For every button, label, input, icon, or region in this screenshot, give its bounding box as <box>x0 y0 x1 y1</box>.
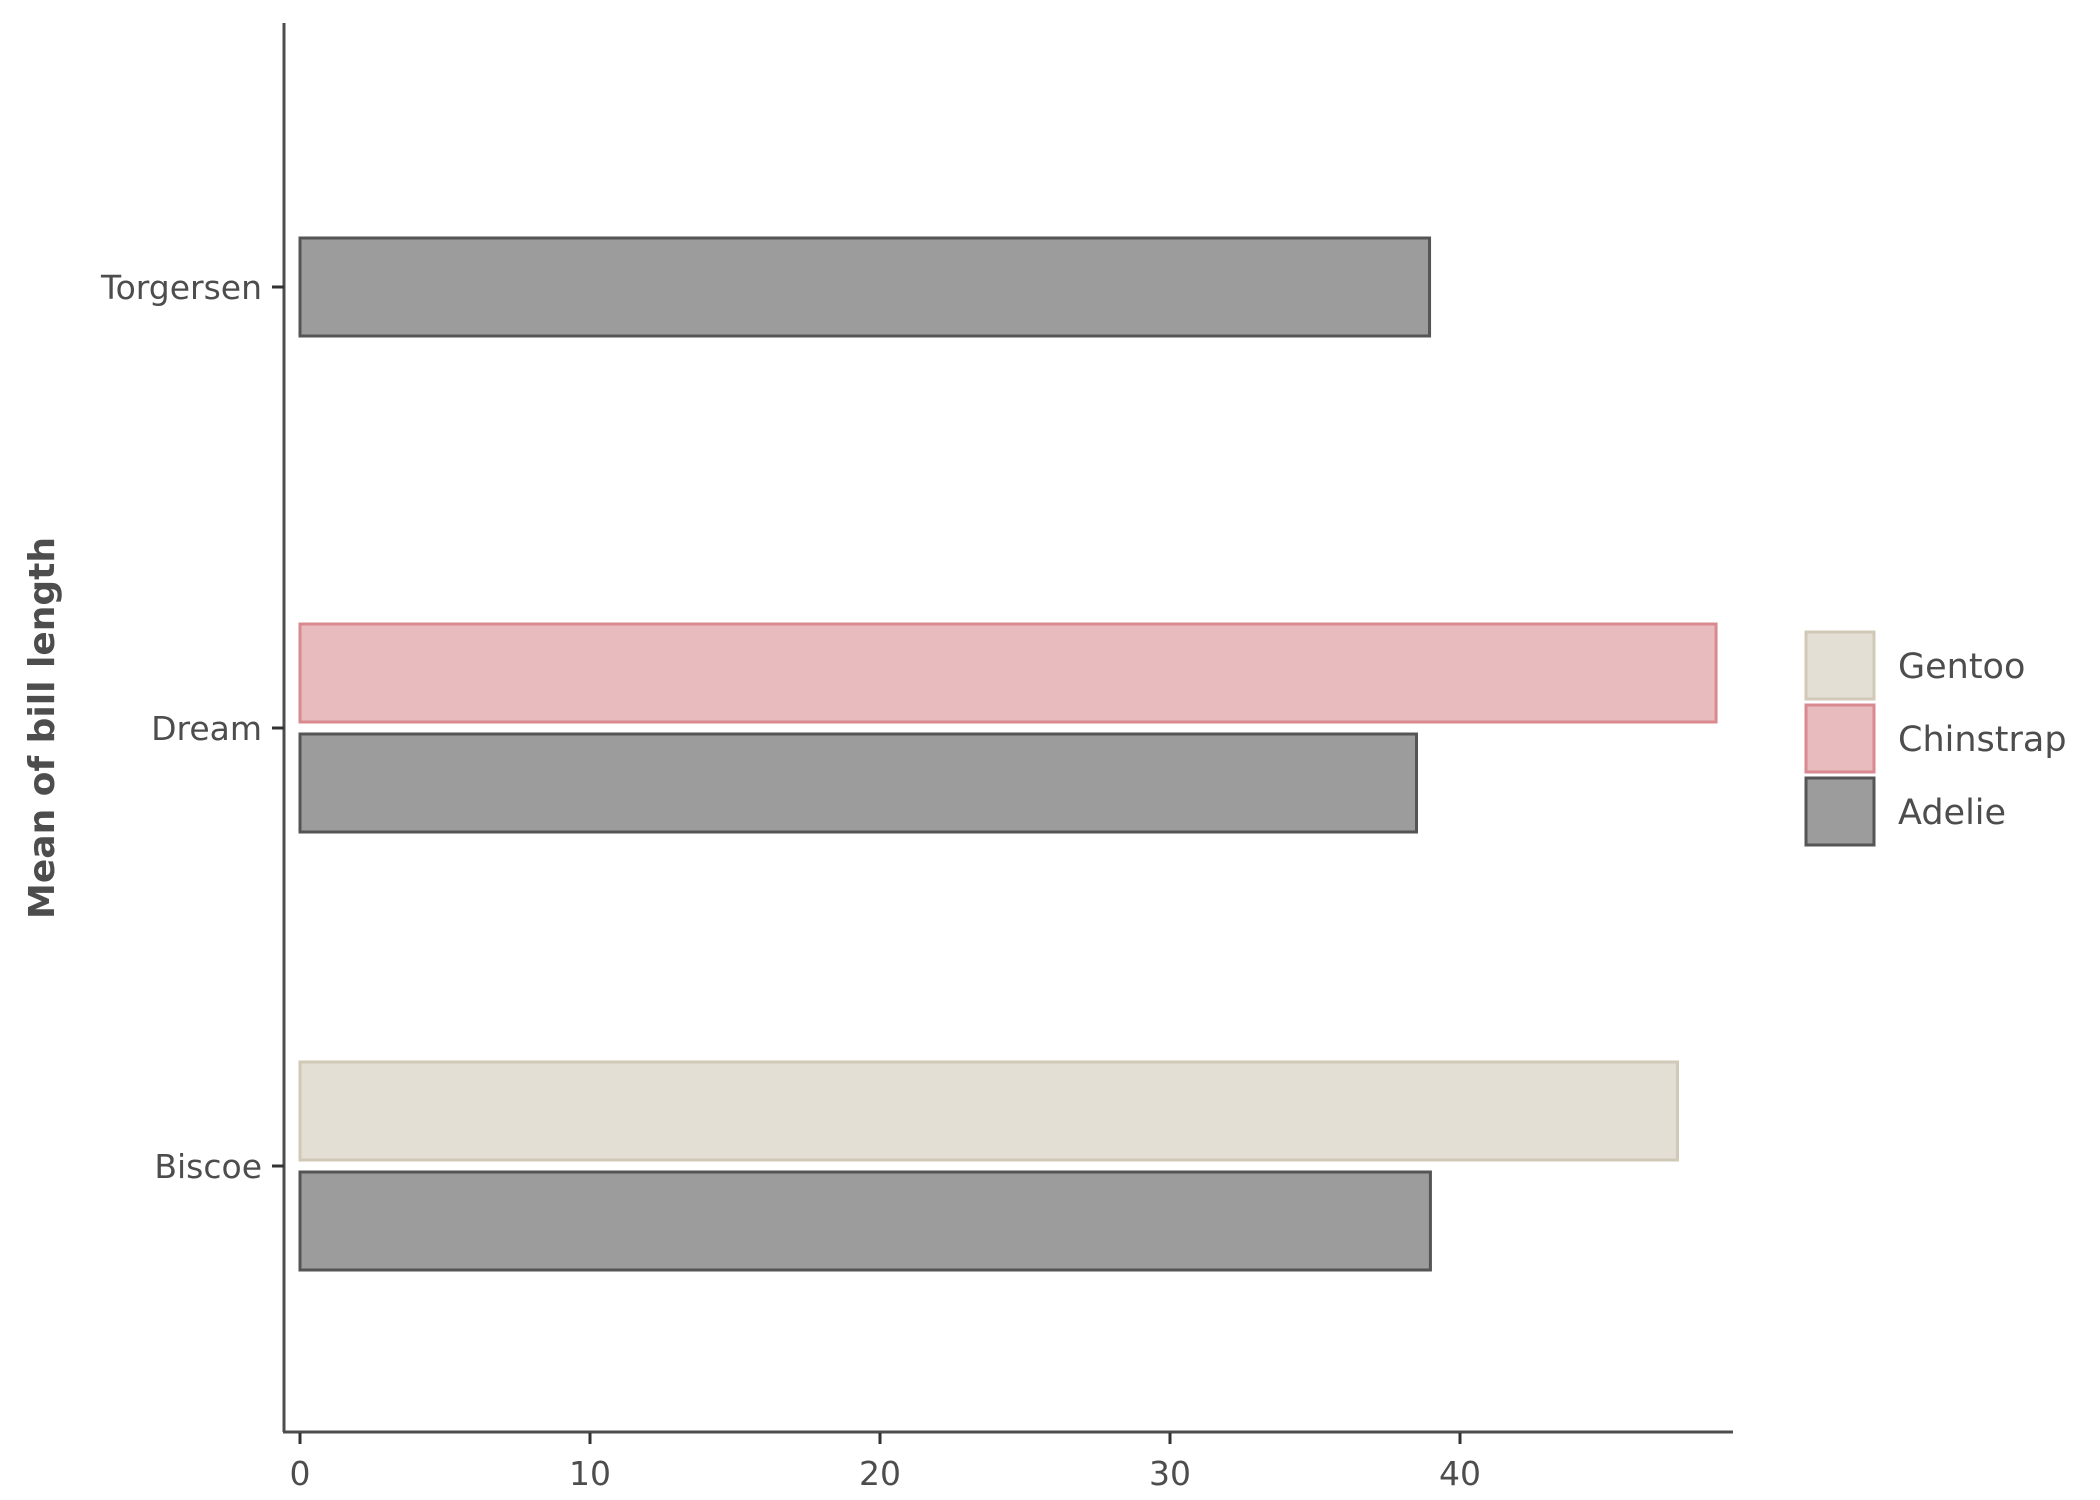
y-tick-label: Biscoe <box>154 1147 262 1186</box>
bar-biscoe-gentoo <box>298 1060 1679 1162</box>
bar-biscoe-adelie <box>298 1170 1432 1272</box>
x-tick-label: 40 <box>1439 1454 1481 1493</box>
x-ticks: 0 10 20 30 40 <box>290 1433 1481 1493</box>
legend: Gentoo Chinstrap Adelie <box>1804 630 2067 847</box>
x-tick-label: 30 <box>1149 1454 1191 1493</box>
x-tick-label: 0 <box>290 1454 311 1493</box>
legend-label-adelie: Adelie <box>1898 793 2006 833</box>
x-tick-label: 20 <box>859 1454 901 1493</box>
y-axis-title: Mean of bill length <box>22 537 63 919</box>
x-tick-label: 10 <box>569 1454 611 1493</box>
y-tick-label: Torgersen <box>100 268 262 307</box>
legend-key-gentoo <box>1804 630 1876 701</box>
y-tick-label: Dream <box>151 709 262 748</box>
bar-dream-adelie <box>298 732 1418 834</box>
bar-dream-chinstrap <box>298 622 1718 724</box>
y-ticks: Biscoe Dream Torgersen <box>100 268 284 1186</box>
legend-label-chinstrap: Chinstrap <box>1898 720 2067 760</box>
bars <box>298 236 1718 1272</box>
legend-key-adelie <box>1804 776 1876 847</box>
bar-torgersen-adelie <box>298 236 1432 338</box>
legend-label-gentoo: Gentoo <box>1898 647 2025 687</box>
legend-key-chinstrap <box>1804 703 1876 774</box>
